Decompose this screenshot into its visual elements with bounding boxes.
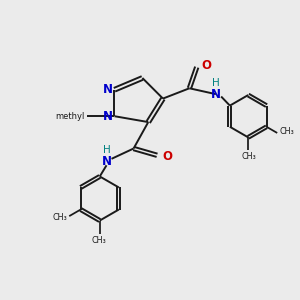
Text: CH₃: CH₃: [242, 152, 257, 161]
Text: N: N: [102, 155, 112, 168]
Text: methyl: methyl: [55, 112, 84, 121]
Text: CH₃: CH₃: [52, 213, 67, 222]
Text: O: O: [201, 59, 211, 72]
Text: H: H: [212, 78, 220, 88]
Text: N: N: [211, 88, 221, 101]
Text: O: O: [162, 150, 172, 163]
Text: N: N: [103, 83, 113, 96]
Text: CH₃: CH₃: [91, 236, 106, 244]
Text: N: N: [103, 110, 113, 123]
Text: CH₃: CH₃: [280, 127, 294, 136]
Text: H: H: [103, 145, 110, 155]
